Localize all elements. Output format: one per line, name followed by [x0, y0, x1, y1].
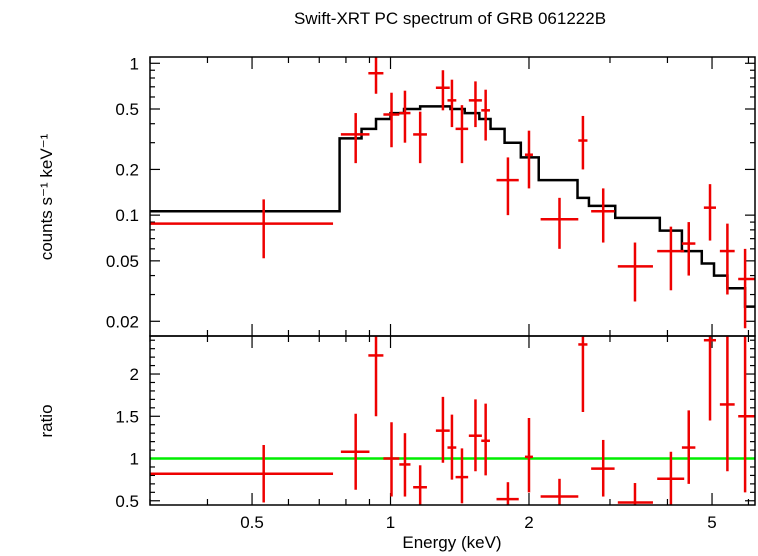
spectrum-data-point: [447, 79, 457, 128]
spectrum-data-point: [413, 111, 427, 164]
ratio-data-point: [591, 439, 615, 497]
ratio-y-tick-label: 0.5: [115, 492, 139, 511]
spectrum-data-point: [703, 184, 716, 241]
spectrum-y-tick-label: 0.2: [115, 160, 139, 179]
spectrum-data-point: [681, 222, 696, 276]
ratio-plot-frame: [149, 335, 756, 506]
ratio-data-point: [524, 417, 533, 493]
spectrum-y-axis-label: counts s⁻¹ keV⁻¹: [37, 133, 56, 260]
spectrum-y-tick-label: 0.02: [106, 312, 139, 331]
ratio-y-tick-label: 1.5: [115, 407, 139, 426]
spectrum-data-point: [540, 197, 579, 249]
ratio-data-point: [340, 413, 370, 490]
spectrum-y-tick-label: 0.5: [115, 100, 139, 119]
chart-title: Swift-XRT PC spectrum of GRB 061222B: [294, 9, 606, 28]
spectrum-data-points: [150, 57, 755, 329]
spectrum-y-tick-label: 0.05: [106, 252, 139, 271]
ratio-data-point: [150, 445, 334, 503]
spectrum-data-point: [578, 115, 588, 170]
ratio-y-tick-label: 1: [130, 450, 139, 469]
model-curve: [150, 105, 755, 308]
spectrum-data-point: [435, 70, 450, 111]
spectrum-data-point: [738, 248, 755, 329]
spectrum-data-point: [368, 57, 384, 94]
ratio-y-axis-label: ratio: [37, 404, 56, 437]
ratio-data-point: [399, 433, 411, 497]
spectrum-panel: 1 0.5 0.2 0.1 0.05 0.02: [106, 54, 756, 337]
ratio-panel: 0.5 1 1.5 2: [115, 335, 756, 511]
model-step-line: [150, 105, 755, 308]
ratio-data-point: [540, 478, 579, 505]
ratio-data-point: [617, 483, 653, 505]
ratio-data-point: [578, 336, 588, 413]
spectrum-data-point: [481, 89, 490, 141]
spectrum-y-tick-labels: 1 0.5 0.2 0.1 0.05 0.02: [106, 54, 139, 331]
x-tick-label: 1: [386, 513, 395, 532]
ratio-data-point: [719, 336, 735, 472]
spectrum-data-point: [455, 105, 469, 164]
ratio-data-point: [383, 422, 400, 497]
x-axis-label: Energy (keV): [402, 533, 501, 552]
ratio-data-points: [150, 336, 755, 505]
spectrum-data-point: [657, 226, 685, 291]
spectrum-data-point: [617, 242, 653, 302]
spectrum-data-point: [150, 199, 334, 259]
spectrum-data-point: [383, 92, 400, 148]
ratio-data-point: [447, 414, 457, 480]
spectrum-data-point: [340, 113, 370, 164]
ratio-y-tick-labels: 0.5 1 1.5 2: [115, 365, 139, 511]
spectrum-y-tick-label: 1: [130, 54, 139, 73]
ratio-data-point: [435, 396, 450, 463]
spectrum-data-point: [719, 223, 735, 295]
x-tick-labels: 0.5 1 2 5: [240, 513, 717, 532]
ratio-data-point: [496, 482, 519, 505]
x-tick-label: 5: [707, 513, 716, 532]
ratio-data-point: [703, 336, 716, 421]
ratio-data-point: [368, 336, 384, 417]
ratio-data-point: [481, 403, 490, 476]
spectrum-data-point: [468, 81, 482, 128]
spectrum-data-point: [591, 188, 615, 243]
spectrum-data-point: [496, 157, 519, 216]
ratio-data-point: [738, 336, 755, 493]
ratio-data-point: [681, 410, 696, 484]
spectrum-data-point: [399, 90, 411, 143]
ratio-data-point: [413, 465, 427, 505]
spectrum-y-tick-label: 0.1: [115, 206, 139, 225]
ratio-data-point: [468, 399, 482, 472]
x-tick-label: 0.5: [240, 513, 264, 532]
ratio-y-tick-label: 2: [130, 365, 139, 384]
ratio-data-point: [657, 451, 685, 505]
x-tick-label: 2: [524, 513, 533, 532]
spectrum-data-point: [524, 130, 533, 189]
ratio-data-point: [455, 448, 469, 504]
